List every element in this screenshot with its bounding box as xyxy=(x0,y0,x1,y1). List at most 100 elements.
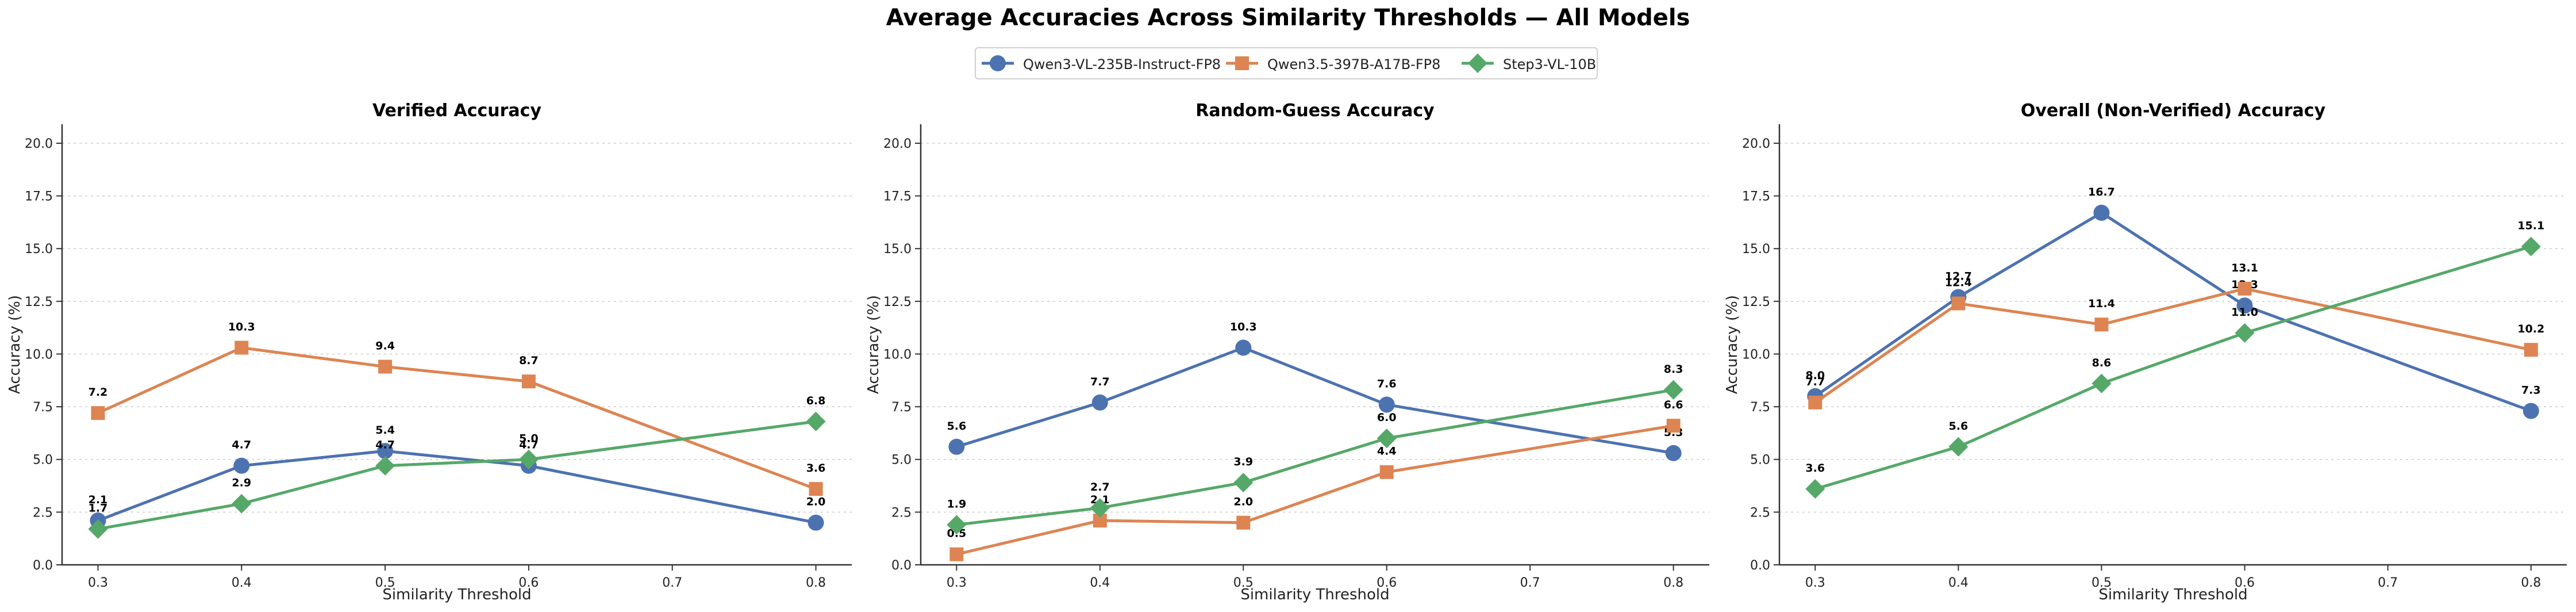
data-label: 8.6 xyxy=(2092,357,2112,369)
series-line xyxy=(956,346,1674,455)
x-tick-label: 0.7 xyxy=(2378,576,2398,590)
x-tick-label: 0.3 xyxy=(88,576,108,590)
data-label: 3.6 xyxy=(1805,462,1825,475)
x-tick-label: 0.7 xyxy=(1520,576,1540,590)
data-point xyxy=(1233,473,1254,493)
data-label: 0.5 xyxy=(947,527,967,540)
legend-label: Qwen3.5-397B-A17B-FP8 xyxy=(1267,56,1440,72)
y-tick-label: 2.5 xyxy=(1750,506,1770,520)
data-label: 5.3 xyxy=(1664,426,1683,439)
x-tick-label: 0.6 xyxy=(2235,576,2255,590)
data-point xyxy=(375,456,395,476)
data-label: 5.6 xyxy=(947,420,967,433)
data-point xyxy=(232,494,252,514)
data-label: 16.7 xyxy=(2088,186,2115,198)
legend-label: Step3-VL-10B xyxy=(1503,56,1596,72)
data-label: 2.0 xyxy=(806,496,826,508)
data-label: 4.7 xyxy=(375,439,395,452)
y-axis-label: Accuracy (%) xyxy=(1724,295,1741,394)
data-point xyxy=(2524,343,2538,357)
data-point xyxy=(1090,498,1110,518)
data-label: 8.3 xyxy=(1664,363,1683,376)
data-label: 7.6 xyxy=(1377,377,1397,390)
y-tick-label: 15.0 xyxy=(883,242,912,257)
y-tick-label: 12.5 xyxy=(25,295,53,309)
data-point xyxy=(2236,297,2253,314)
data-point xyxy=(1807,388,1824,404)
data-label: 7.3 xyxy=(2521,384,2541,396)
data-point xyxy=(1808,395,1823,410)
data-label: 12.4 xyxy=(1945,277,1972,289)
data-point xyxy=(1093,514,1107,528)
x-tick-label: 0.5 xyxy=(2091,576,2112,590)
y-tick-label: 20.0 xyxy=(25,137,53,151)
data-point xyxy=(1950,289,1967,305)
x-tick-label: 0.6 xyxy=(1377,576,1397,590)
data-point xyxy=(378,359,393,374)
data-point xyxy=(1948,437,1968,457)
data-label: 9.4 xyxy=(375,339,395,352)
data-point xyxy=(518,449,539,469)
data-point xyxy=(948,438,965,455)
y-tick-label: 0.0 xyxy=(1750,559,1770,573)
y-tick-label: 5.0 xyxy=(1750,453,1770,468)
data-label: 8.7 xyxy=(519,354,539,367)
data-label: 6.6 xyxy=(1664,399,1683,411)
chart-panel: 0.0 2.5 5.0 7.5 10.0 12.5 15.0 17.5 20.0 0.3 0.4 0.… xyxy=(1724,101,2567,603)
y-tick-label: 7.5 xyxy=(1750,400,1770,415)
y-tick-label: 2.5 xyxy=(891,506,912,520)
legend: Qwen3-VL-235B-Instruct-FP8 Qwen3.5-397B-A… xyxy=(975,47,1598,79)
data-point xyxy=(520,457,537,474)
chart-panel: 0.0 2.5 5.0 7.5 10.0 12.5 15.0 17.5 20.0 0.3 0.4 0.… xyxy=(6,101,852,603)
legend-entries: Qwen3-VL-235B-Instruct-FP8 Qwen3.5-397B-A… xyxy=(982,53,1596,73)
series-line xyxy=(1814,211,2532,412)
data-point xyxy=(234,341,249,355)
series-line xyxy=(97,346,817,491)
data-point xyxy=(2523,403,2539,419)
data-label: 7.7 xyxy=(1090,376,1110,388)
series-line xyxy=(1814,245,2532,491)
y-tick-label: 5.0 xyxy=(33,453,53,468)
data-point xyxy=(2235,323,2255,343)
data-point xyxy=(947,515,967,535)
data-label: 6.8 xyxy=(806,395,826,407)
data-label: 12.3 xyxy=(2231,278,2258,291)
data-point xyxy=(2093,204,2110,221)
x-axis-label: Similarity Threshold xyxy=(382,586,531,603)
y-tick-label: 10.0 xyxy=(883,347,912,362)
data-label: 4.7 xyxy=(232,439,251,452)
data-point xyxy=(806,411,826,431)
legend-marker xyxy=(990,55,1006,71)
data-label: 3.9 xyxy=(1233,456,1253,468)
data-label: 10.3 xyxy=(228,320,255,333)
x-tick-label: 0.5 xyxy=(375,576,395,590)
y-tick-label: 17.5 xyxy=(883,190,912,204)
y-tick-label: 15.0 xyxy=(25,242,53,257)
data-label: 2.1 xyxy=(1090,494,1110,506)
y-tick-label: 0.0 xyxy=(33,559,53,573)
data-label: 4.4 xyxy=(1377,445,1397,458)
legend-item: Step3-VL-10B xyxy=(1462,53,1596,73)
data-label: 5.0 xyxy=(519,433,539,445)
data-label: 5.6 xyxy=(1949,420,1968,433)
data-point xyxy=(2237,281,2252,296)
data-point xyxy=(233,457,250,474)
chart-panel: 0.0 2.5 5.0 7.5 10.0 12.5 15.0 17.5 20.0 0.3 0.4 0.… xyxy=(865,101,1709,603)
y-tick-label: 12.5 xyxy=(1742,295,1770,309)
x-tick-label: 0.8 xyxy=(806,576,826,590)
data-label: 11.0 xyxy=(2231,306,2258,319)
series-line xyxy=(956,424,1674,556)
data-label: 8.0 xyxy=(1805,369,1825,382)
data-point xyxy=(377,443,394,460)
legend-marker xyxy=(1235,56,1249,70)
data-point xyxy=(949,547,964,561)
data-label: 2.0 xyxy=(1233,496,1253,508)
x-tick-label: 0.6 xyxy=(518,576,539,590)
x-tick-label: 0.4 xyxy=(1090,576,1110,590)
data-point xyxy=(1666,419,1681,433)
y-tick-label: 2.5 xyxy=(33,506,53,520)
y-tick-label: 15.0 xyxy=(1742,242,1770,257)
data-point xyxy=(521,374,536,389)
x-tick-label: 0.7 xyxy=(662,576,682,590)
y-tick-label: 20.0 xyxy=(883,137,912,151)
